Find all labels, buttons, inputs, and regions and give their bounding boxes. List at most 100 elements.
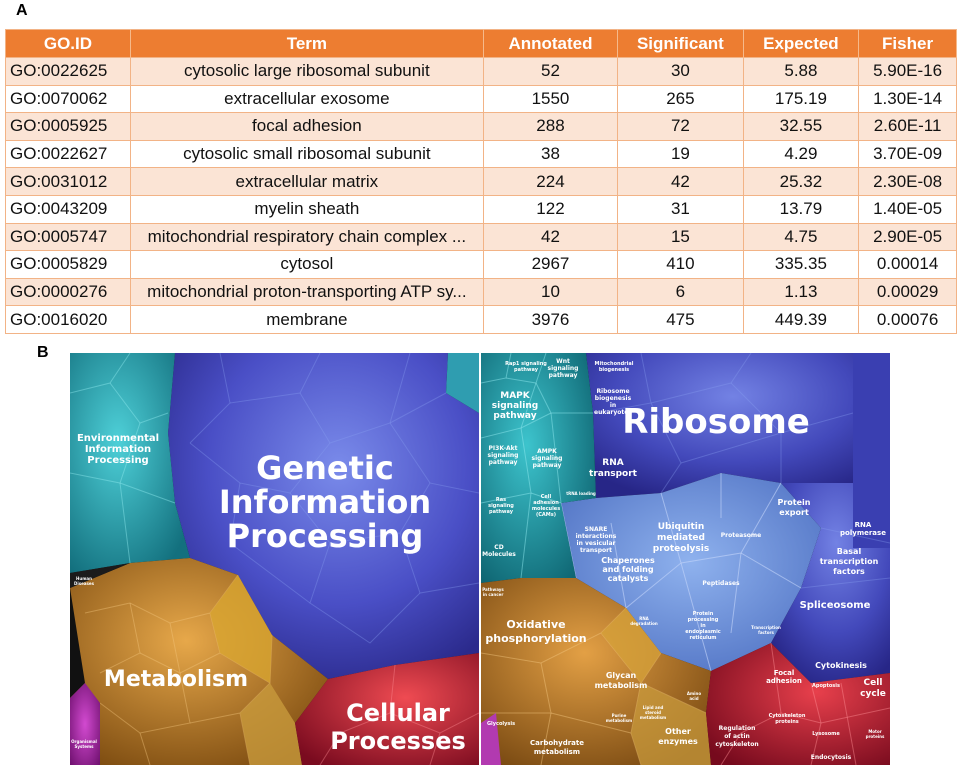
label-ubiquitin-3: proteolysis [653, 544, 709, 554]
cell-fisher: 2.60E-11 [858, 112, 957, 141]
table-row: GO:0005925 focal adhesion 288 72 32.55 2… [5, 112, 957, 141]
label-focal-adhesion-2: adhesion [766, 677, 802, 685]
label-ras-signaling: signaling [488, 503, 514, 509]
label-other-enzymes: Other [665, 727, 691, 736]
label-processes: Processes [330, 727, 466, 755]
label-mapk-pathway: pathway [493, 411, 536, 421]
cell-term: extracellular matrix [130, 167, 484, 196]
label-apoptosis: Apoptosis [812, 683, 840, 689]
label-amino-2: acid [689, 696, 698, 701]
label-oxidative: Oxidative [506, 618, 565, 631]
cell-term: membrane [130, 305, 484, 334]
region-central-light-blue [561, 473, 821, 671]
table-row: GO:0031012 extracellular matrix 224 42 2… [5, 167, 957, 196]
label-wnt: Wnt [556, 358, 570, 365]
label-focal-adhesion: Focal [774, 669, 795, 677]
cell-significant: 31 [617, 194, 744, 224]
panel-label-b: B [37, 344, 49, 361]
label-rna-degradation: RNA [639, 616, 649, 621]
label-cd-molecules: Molecules [482, 551, 516, 558]
label-chaperones-2: and folding [602, 565, 653, 574]
label-cam-3: molecules [532, 506, 560, 512]
cell-annotated: 3976 [483, 305, 619, 334]
label-cytoskeleton: Cytoskeleton [769, 713, 806, 719]
label-cytokinesis: Cytokinesis [815, 661, 867, 670]
header-significant: Significant [617, 29, 744, 58]
region-right-blue-strip [853, 353, 890, 548]
label-phosphorylation: phosphorylation [485, 632, 586, 645]
label-mito-biogenesis: biogenesis [599, 367, 629, 373]
label-ribosome-biogenesis-4: eukaryotes [594, 409, 632, 416]
region-organismal-systems [70, 683, 100, 765]
table-row: GO:0022627 cytosolic small ribosomal sub… [5, 139, 957, 168]
label-organismal: Organismal [71, 739, 97, 744]
table-row: GO:0000276 mitochondrial proton-transpor… [5, 277, 957, 306]
header-go-id: GO.ID [5, 29, 131, 58]
label-pi3k-signaling: signaling [488, 452, 519, 459]
table-header-row: GO.ID Term Annotated Significant Expecte… [5, 29, 957, 58]
label-rna-polymerase: RNA [855, 521, 872, 529]
label-amino: Amino [687, 691, 701, 696]
cell-fisher: 0.00076 [858, 305, 957, 334]
voronoi-treemap-detail: Ribosome MAPK signaling pathway Rap1 sig… [481, 353, 890, 765]
cell-expected: 1.13 [743, 277, 860, 306]
cell-term: cytosolic small ribosomal subunit [130, 139, 484, 168]
label-basal-2: transcription [820, 557, 879, 566]
region-signaling-pathways [481, 353, 596, 583]
cell-expected: 449.39 [743, 305, 860, 334]
label-rna-polymerase-2: polymerase [840, 529, 886, 537]
region-ribosome [586, 353, 853, 498]
cell-annotated: 38 [483, 139, 619, 168]
header-expected: Expected [743, 29, 860, 58]
cell-expected: 4.75 [743, 222, 860, 251]
cell-go-id: GO:0022625 [5, 57, 131, 86]
cell-go-id: GO:0070062 [5, 84, 131, 113]
label-genetic: Genetic [256, 449, 394, 487]
label-carbohydrate: Carbohydrate [530, 739, 584, 747]
cell-significant: 19 [617, 139, 744, 168]
cell-fisher: 1.40E-05 [858, 194, 957, 224]
label-snare-2: interactions [576, 533, 617, 540]
label-protein-processing: Protein [693, 611, 714, 617]
label-processing: Processing [227, 517, 424, 555]
region-human-diseases [70, 563, 130, 588]
cell-expected: 335.35 [743, 250, 860, 279]
cell-term: focal adhesion [130, 112, 484, 141]
cell-term: extracellular exosome [130, 84, 484, 113]
label-ras: Ras [496, 497, 506, 503]
label-cell-cycle-2: cycle [860, 689, 886, 699]
region-small-teal [446, 353, 479, 413]
label-lipid-3: metabolism [640, 715, 666, 720]
label-cam: Cell [541, 494, 552, 500]
label-ubiquitin: Ubiquitin [658, 522, 705, 532]
label-rna-degradation-2: degradation [630, 621, 658, 626]
label-ampk: AMPK [537, 448, 557, 455]
label-snare: SNARE [585, 526, 608, 533]
cell-significant: 410 [617, 250, 744, 279]
label-rna-transport: RNA [602, 458, 623, 468]
label-env-information: Information [85, 444, 151, 455]
cell-annotated: 224 [483, 167, 619, 196]
cell-annotated: 10 [483, 277, 619, 306]
cell-fisher: 1.30E-14 [858, 84, 957, 113]
label-rna-transport-2: transport [589, 469, 638, 479]
cell-go-id: GO:0000276 [5, 277, 131, 306]
label-ribosome-biogenesis-3: in [610, 402, 616, 409]
label-basal-3: factors [833, 567, 865, 576]
cell-significant: 42 [617, 167, 744, 196]
label-transcription-factors: Transcription [751, 625, 781, 630]
cell-fisher: 0.00014 [858, 250, 957, 279]
cell-term: myelin sheath [130, 194, 484, 224]
cell-term: cytosolic large ribosomal subunit [130, 57, 484, 86]
label-ribosome: Ribosome [622, 402, 810, 442]
table-row: GO:0016020 membrane 3976 475 449.39 0.00… [5, 305, 957, 334]
cell-go-id: GO:0022627 [5, 139, 131, 168]
cell-expected: 32.55 [743, 112, 860, 141]
label-cell-cycle: Cell [864, 678, 883, 688]
table-row: GO:0022625 cytosolic large ribosomal sub… [5, 57, 957, 86]
label-actin: Regulation [719, 725, 756, 732]
cell-significant: 475 [617, 305, 744, 334]
label-motor: Motor [868, 729, 881, 734]
cell-annotated: 42 [483, 222, 619, 251]
cell-significant: 265 [617, 84, 744, 113]
